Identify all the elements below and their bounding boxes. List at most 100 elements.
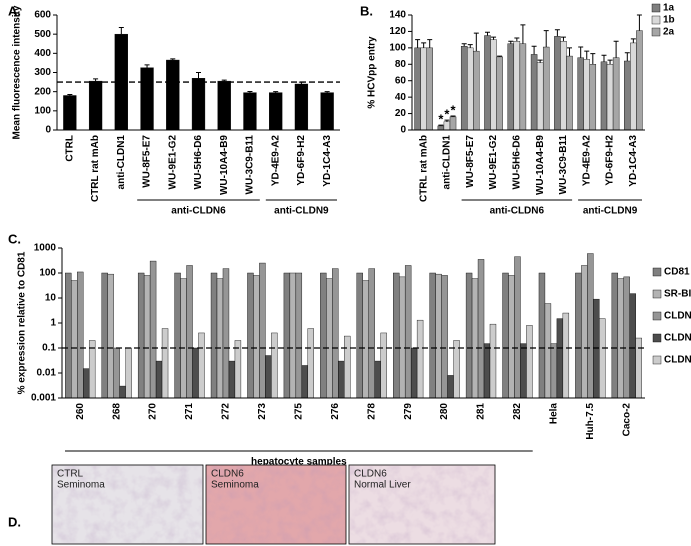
group-label: anti-CLDN6	[171, 206, 226, 217]
bar	[228, 360, 236, 399]
bar	[611, 272, 619, 399]
error-bar	[438, 124, 444, 126]
image-label: Seminoma	[57, 480, 105, 491]
bar	[380, 332, 387, 399]
legend-label: CLDN1	[664, 311, 691, 322]
y-tick-label: 80	[395, 59, 407, 70]
bar	[581, 265, 588, 399]
bar	[635, 337, 642, 399]
error-bar	[567, 47, 573, 57]
image-label: Seminoma	[211, 480, 259, 491]
error-bar	[444, 119, 450, 122]
x-tick-label: CTRL	[65, 135, 76, 162]
error-bar	[514, 37, 520, 42]
y-tick-label: 40	[395, 92, 407, 103]
y-axis-title: % HCVpp entry	[367, 36, 378, 109]
bar	[612, 57, 620, 131]
x-tick-label: 276	[330, 403, 341, 420]
bar	[265, 355, 272, 399]
y-tick-label: 0.001	[31, 393, 56, 404]
y-axis-title: Mean fluorescence intensity	[12, 5, 23, 139]
bar	[599, 318, 606, 399]
x-tick-label: WU-5H6-D6	[193, 135, 204, 190]
y-tick-label: 100	[34, 105, 51, 116]
bar	[77, 271, 84, 399]
error-bar	[520, 24, 526, 44]
bar	[174, 272, 181, 399]
y-tick-label: 60	[395, 75, 407, 86]
error-bar	[508, 40, 514, 44]
x-tick-label: 273	[257, 403, 268, 420]
error-bar	[484, 31, 490, 36]
y-tick-label: 0	[45, 125, 51, 136]
legend-label: 2a	[663, 27, 675, 38]
bar	[629, 293, 636, 399]
bar	[101, 272, 108, 399]
bar	[484, 35, 491, 131]
x-tick-label: Huh-7.5	[585, 403, 596, 440]
y-axis-title: % expression relative to CD81	[17, 251, 28, 394]
y-tick-label: 120	[389, 26, 406, 37]
error-bar	[607, 59, 613, 65]
error-bar	[427, 39, 433, 48]
bar	[447, 375, 454, 399]
error-bar	[247, 90, 253, 93]
x-tick-label: 280	[439, 403, 450, 420]
error-bar	[543, 30, 549, 48]
bar	[435, 273, 442, 399]
bar	[473, 50, 480, 131]
x-tick-label: WU-10A4-B9	[219, 135, 230, 195]
micrograph-texture	[53, 466, 202, 543]
bar	[247, 272, 254, 399]
y-tick-label: 140	[389, 10, 406, 21]
x-tick-label: YD-6F9-H2	[605, 135, 616, 186]
bar	[356, 272, 363, 399]
legend-label: CLDN9	[664, 355, 691, 366]
bar	[416, 319, 424, 399]
y-tick-label: 0	[400, 125, 406, 136]
legend-swatch	[652, 267, 662, 277]
bar	[562, 312, 570, 399]
y-tick-label: 600	[34, 10, 51, 21]
bar	[217, 80, 231, 131]
bar	[453, 340, 460, 399]
bar	[344, 335, 351, 399]
bar	[508, 275, 515, 399]
bar	[507, 43, 515, 131]
bar	[526, 325, 533, 399]
x-tick-label: 278	[366, 403, 377, 420]
x-tick-label: WU-8F5-E7	[142, 135, 153, 188]
error-bar	[67, 94, 73, 96]
panel-label: B.	[360, 3, 373, 18]
error-bar	[578, 46, 584, 58]
bar	[259, 262, 266, 399]
bar	[589, 64, 597, 131]
bar	[113, 347, 120, 399]
bar	[414, 47, 421, 131]
x-tick-label: Caco-2	[621, 403, 632, 437]
bar	[460, 46, 468, 131]
error-bar	[450, 115, 456, 117]
bar	[137, 272, 145, 399]
x-tick-label: 260	[75, 403, 86, 420]
x-tick-label: YD-1C4-A3	[628, 135, 639, 187]
bar	[560, 41, 567, 131]
y-tick-label: 200	[34, 86, 51, 97]
bar	[502, 272, 509, 399]
error-bar	[624, 52, 630, 61]
bar	[88, 340, 96, 399]
bar	[140, 67, 154, 131]
error-bar	[630, 38, 636, 43]
error-bar	[421, 42, 427, 48]
bar	[513, 41, 521, 131]
bar	[192, 347, 199, 399]
bar	[65, 272, 72, 399]
bar	[477, 259, 485, 399]
x-tick-label: anti-CLDN1	[116, 135, 127, 190]
bar	[630, 42, 637, 131]
error-bar	[497, 55, 503, 57]
legend-label: CD81	[664, 267, 690, 278]
bar	[107, 273, 114, 399]
error-bar	[144, 64, 150, 68]
annotation: *	[438, 112, 444, 127]
